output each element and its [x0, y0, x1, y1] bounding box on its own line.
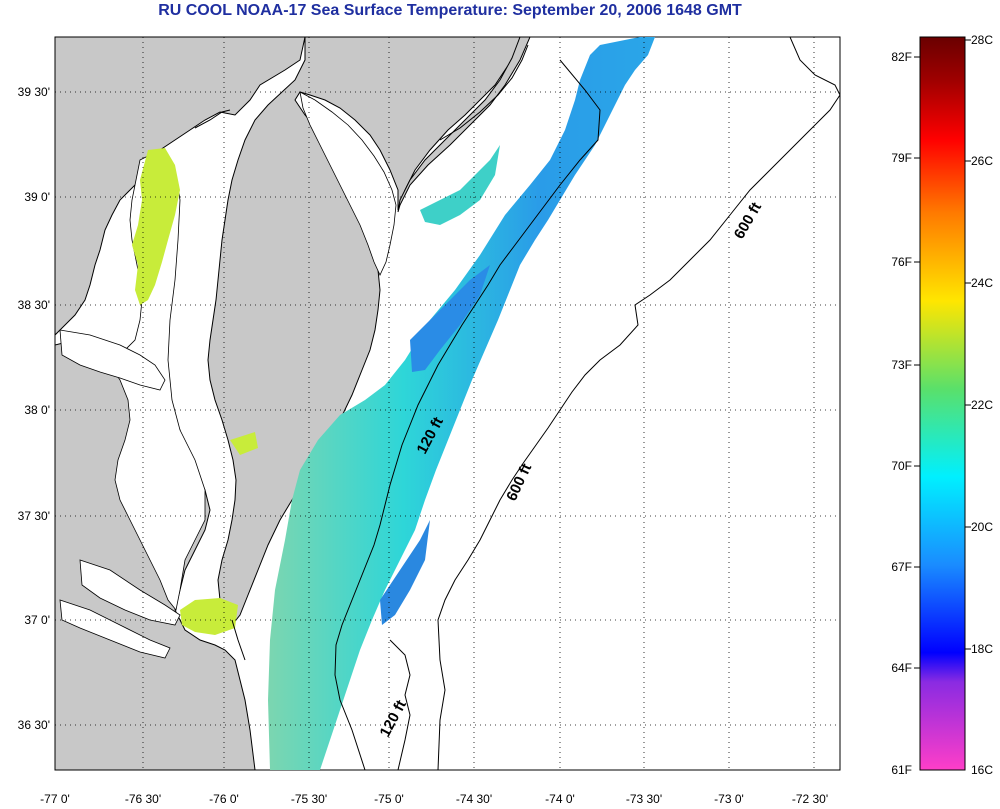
- colorbar-f-label: 67F: [891, 560, 912, 574]
- y-tick-label: 39 30': [18, 85, 50, 99]
- colorbar-c-label: 22C: [971, 398, 993, 412]
- sst-swath: [132, 37, 655, 770]
- colorbar-c-label: 20C: [971, 520, 993, 534]
- y-axis-labels: 39 30' 39 0' 38 30' 38 0' 37 30' 37 0' 3…: [18, 85, 50, 732]
- y-tick-label: 38 0': [24, 403, 50, 417]
- colorbar-f-label: 70F: [891, 459, 912, 473]
- bathymetry-contours: [334, 37, 840, 770]
- colorbar-c-label: 26C: [971, 154, 993, 168]
- x-tick-label: -77 0': [40, 792, 70, 806]
- y-tick-label: 38 30': [18, 298, 50, 312]
- y-tick-label: 36 30': [18, 718, 50, 732]
- x-tick-label: -74 30': [456, 792, 492, 806]
- x-tick-label: -75 30': [291, 792, 327, 806]
- colorbar-f-label: 79F: [891, 151, 912, 165]
- colorbar-c-label: 24C: [971, 276, 993, 290]
- colorbar: 82F 79F 76F 73F 70F 67F 64F 61F 28C 26C …: [891, 33, 993, 777]
- colorbar-f-label: 82F: [891, 50, 912, 64]
- bay-water: [59, 91, 397, 659]
- graticule: [55, 37, 840, 770]
- colorbar-f-label: 64F: [891, 661, 912, 675]
- x-axis-labels: -77 0' -76 30' -76 0' -75 30' -75 0' -74…: [40, 792, 828, 806]
- colorbar-ticks: [914, 39, 971, 669]
- colorbar-f-label: 61F: [891, 763, 912, 777]
- map-title: RU COOL NOAA-17 Sea Surface Temperature:…: [158, 2, 742, 19]
- colorbar-f-label: 73F: [891, 358, 912, 372]
- colorbar-c-label: 16C: [971, 763, 993, 777]
- x-tick-label: -75 0': [374, 792, 404, 806]
- y-tick-label: 39 0': [24, 190, 50, 204]
- x-tick-label: -74 0': [545, 792, 575, 806]
- x-tick-label: -76 0': [209, 792, 239, 806]
- coastline-details: [194, 44, 529, 661]
- colorbar-c-label: 18C: [971, 642, 993, 656]
- x-tick-label: -73 0': [714, 792, 744, 806]
- colorbar-gradient: [919, 36, 966, 771]
- colorbar-c-label: 28C: [971, 33, 993, 47]
- x-tick-label: -76 30': [125, 792, 161, 806]
- y-tick-label: 37 30': [18, 509, 50, 523]
- y-tick-label: 37 0': [24, 613, 50, 627]
- colorbar-f-label: 76F: [891, 255, 912, 269]
- x-tick-label: -72 30': [792, 792, 828, 806]
- x-tick-label: -73 30': [626, 792, 662, 806]
